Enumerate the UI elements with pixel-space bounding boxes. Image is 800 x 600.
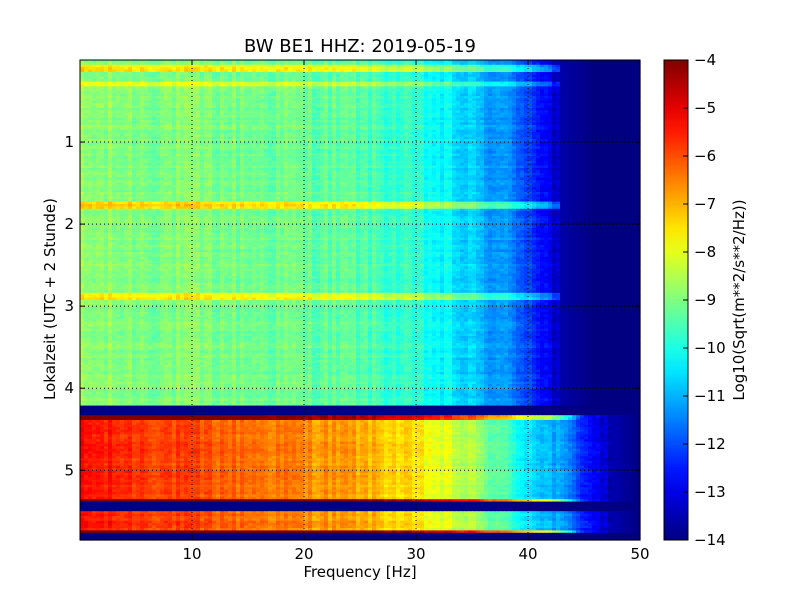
chart-title: BW BE1 HHZ: 2019-05-19	[244, 36, 476, 57]
heatmap-cells	[80, 60, 641, 541]
